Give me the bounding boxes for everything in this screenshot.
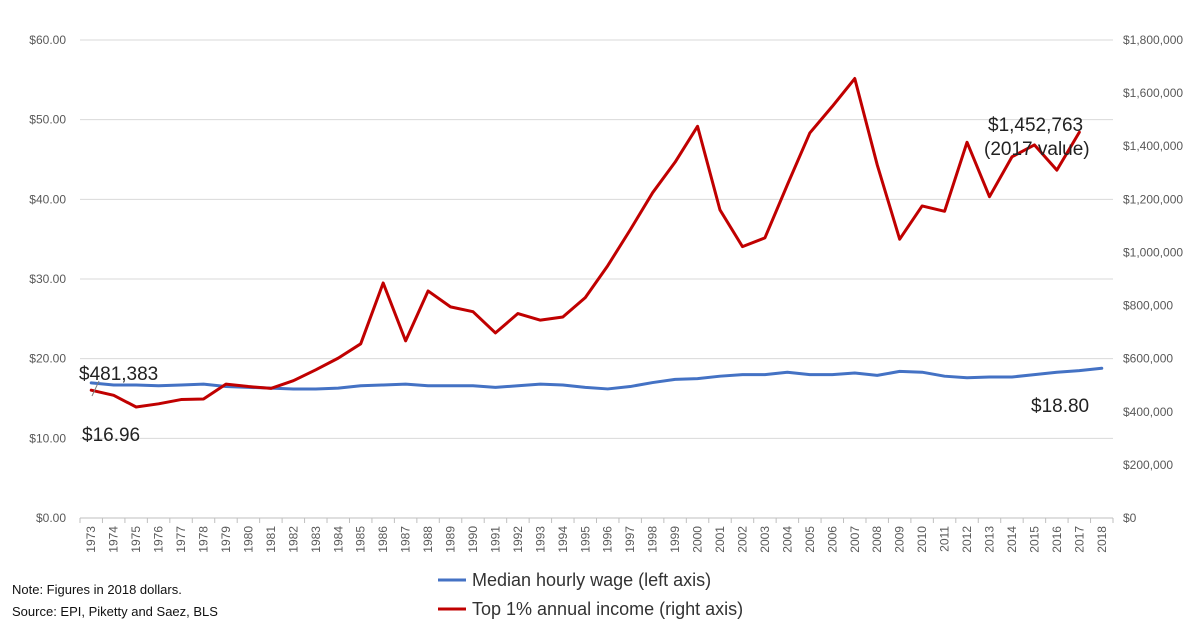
top-one-percent-income-line bbox=[89, 77, 1081, 409]
x-tick-label: 2009 bbox=[893, 526, 907, 553]
x-tick-label: 1989 bbox=[444, 526, 458, 553]
right-tick-label: $1,200,000 bbox=[1123, 192, 1183, 206]
wage-start-label: $16.96 bbox=[82, 425, 140, 446]
x-tick-label: 1974 bbox=[107, 526, 121, 553]
right-tick-label: $600,000 bbox=[1123, 352, 1173, 366]
x-tick-label: 2008 bbox=[870, 526, 884, 553]
left-tick-label: $50.00 bbox=[29, 113, 66, 127]
right-tick-label: $0 bbox=[1123, 511, 1137, 525]
left-tick-label: $20.00 bbox=[29, 352, 66, 366]
x-tick-label: 1992 bbox=[511, 526, 525, 553]
right-tick-label: $800,000 bbox=[1123, 299, 1173, 313]
left-tick-label: $40.00 bbox=[29, 192, 66, 206]
x-tick-label: 2003 bbox=[758, 526, 772, 553]
x-tick-label: 1979 bbox=[219, 526, 233, 553]
annotations: $481,383 $16.96 $18.80 $1,452,763 (2017 … bbox=[79, 115, 1090, 446]
x-tick-label: 1999 bbox=[668, 526, 682, 553]
x-axis: 1973 1974 1975 1976 1977 1978 1979 1980 1981 1982… bbox=[79, 518, 1114, 553]
x-tick-label: 1981 bbox=[264, 526, 278, 553]
x-tick-label: 2016 bbox=[1050, 526, 1064, 553]
x-tick-label: 1986 bbox=[376, 526, 390, 553]
x-tick-label: 1990 bbox=[466, 526, 480, 553]
x-tick-label: 1996 bbox=[601, 526, 615, 553]
x-tick-label: 2010 bbox=[915, 526, 929, 553]
left-tick-label: $0.00 bbox=[36, 511, 66, 525]
x-tick-label: 1985 bbox=[354, 526, 368, 553]
income-end-label-note: (2017 value) bbox=[984, 139, 1090, 160]
left-tick-label: $30.00 bbox=[29, 272, 66, 286]
series-lines bbox=[89, 77, 1104, 409]
legend-label-wage: Median hourly wage (left axis) bbox=[472, 570, 711, 590]
x-tick-label: 2004 bbox=[780, 526, 794, 553]
x-tick-label: 1978 bbox=[197, 526, 211, 553]
right-tick-label: $1,800,000 bbox=[1123, 33, 1183, 47]
x-tick-label: 1998 bbox=[646, 526, 660, 553]
x-tick-label: 2001 bbox=[713, 526, 727, 553]
x-tick-label: 2005 bbox=[803, 526, 817, 553]
legend-label-income: Top 1% annual income (right axis) bbox=[472, 599, 743, 619]
x-tick-label: 2018 bbox=[1095, 526, 1109, 553]
x-tick-label: 2006 bbox=[825, 526, 839, 553]
income-start-label: $481,383 bbox=[79, 364, 158, 385]
x-tick-label: 1983 bbox=[309, 526, 323, 553]
legend: Median hourly wage (left axis) Top 1% an… bbox=[438, 570, 743, 619]
note-line: Note: Figures in 2018 dollars. bbox=[12, 582, 182, 597]
income-start-leader-line bbox=[91, 380, 100, 397]
left-tick-label: $60.00 bbox=[29, 33, 66, 47]
wage-end-label: $18.80 bbox=[1031, 396, 1089, 417]
right-axis: $0 $200,000 $400,000 $600,000 $800,000 $1,000… bbox=[1123, 33, 1183, 525]
x-tick-label: 1994 bbox=[556, 526, 570, 553]
x-tick-label: 1982 bbox=[286, 526, 300, 553]
left-axis: $0.00 $10.00 $20.00 $30.00 $40.00 $50.00 $60.0… bbox=[29, 33, 66, 525]
x-tick-label: 2015 bbox=[1027, 526, 1041, 553]
x-tick-label: 2014 bbox=[1005, 526, 1019, 553]
x-tick-label: 1993 bbox=[533, 526, 547, 553]
x-tick-label: 2007 bbox=[848, 526, 862, 553]
x-tick-label: 1980 bbox=[241, 526, 255, 553]
x-tick-label: 2017 bbox=[1072, 526, 1086, 553]
right-tick-label: $1,400,000 bbox=[1123, 139, 1183, 153]
x-tick-label: 1984 bbox=[331, 526, 345, 553]
right-tick-label: $400,000 bbox=[1123, 405, 1173, 419]
source-line: Source: EPI, Piketty and Saez, BLS bbox=[12, 604, 218, 619]
right-tick-label: $1,600,000 bbox=[1123, 86, 1183, 100]
x-tick-label: 1991 bbox=[488, 526, 502, 553]
x-tick-label: 2000 bbox=[691, 526, 705, 553]
x-tick-label: 2013 bbox=[982, 526, 996, 553]
x-tick-label: 1988 bbox=[421, 526, 435, 553]
x-tick-label: 1997 bbox=[623, 526, 637, 553]
income-end-label-value: $1,452,763 bbox=[988, 115, 1083, 136]
x-tick-label: 2002 bbox=[735, 526, 749, 553]
x-tick-label: 2011 bbox=[938, 526, 952, 552]
right-tick-label: $200,000 bbox=[1123, 458, 1173, 472]
x-tick-label: 1995 bbox=[578, 526, 592, 553]
gridlines bbox=[80, 39, 1113, 519]
source-note: Note: Figures in 2018 dollars. Source: E… bbox=[12, 582, 218, 619]
x-tick-label: 1975 bbox=[129, 526, 143, 553]
x-tick-label: 1987 bbox=[399, 526, 413, 553]
x-tick-label: 1973 bbox=[84, 526, 98, 553]
x-tick-label: 1977 bbox=[174, 526, 188, 553]
x-tick-label: 2012 bbox=[960, 526, 974, 553]
right-tick-label: $1,000,000 bbox=[1123, 245, 1183, 259]
left-tick-label: $10.00 bbox=[29, 431, 66, 445]
x-tick-label: 1976 bbox=[152, 526, 166, 553]
